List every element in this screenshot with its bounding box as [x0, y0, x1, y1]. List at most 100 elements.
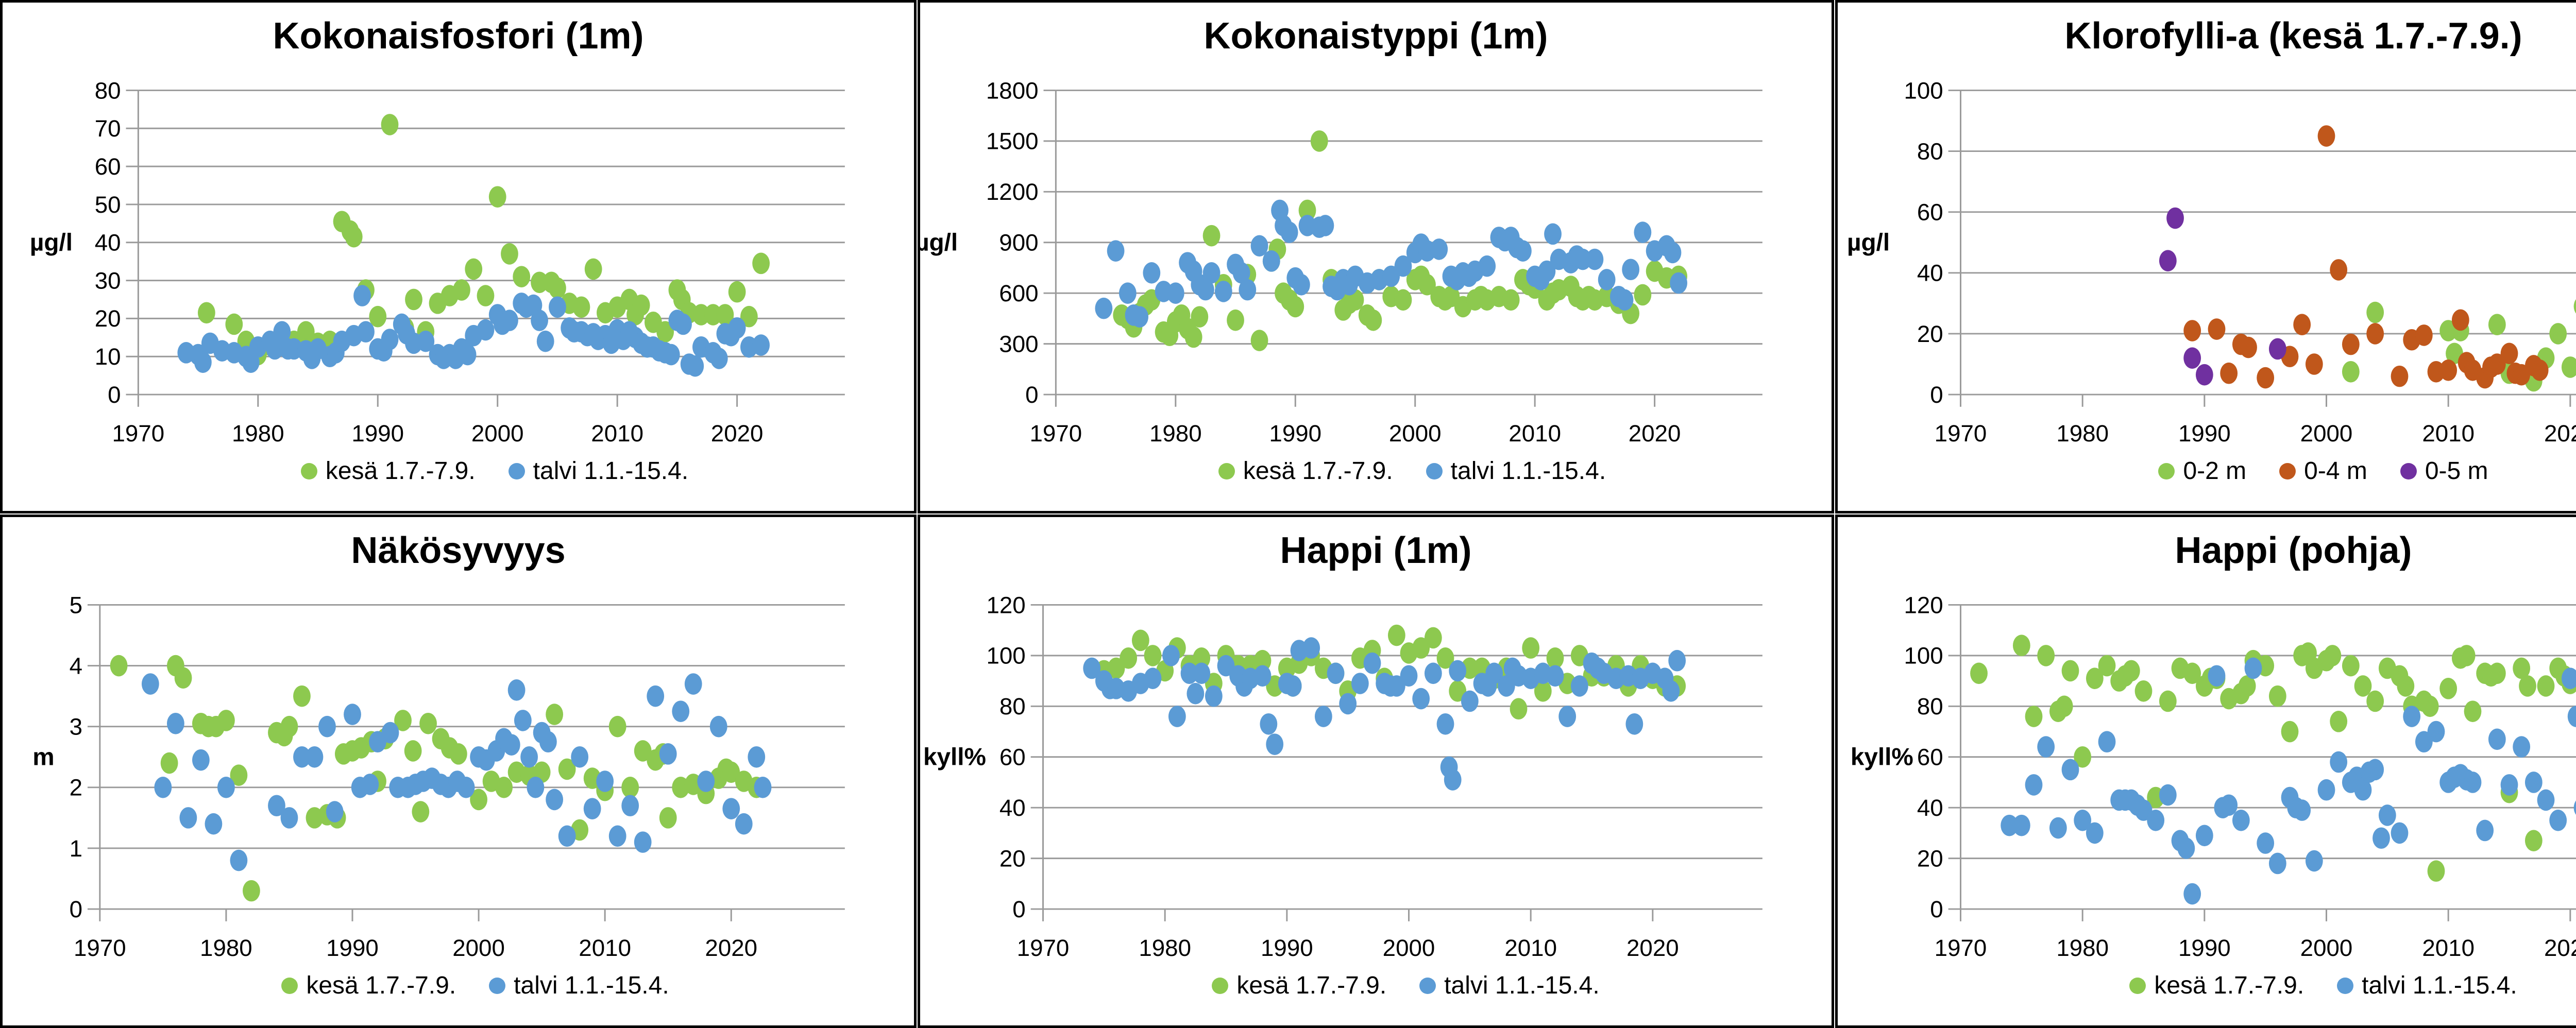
y-tick-label: 1800 — [986, 77, 1039, 104]
y-tick-label: 40 — [1917, 795, 1943, 821]
legend-label: talvi 1.1.-15.4. — [533, 457, 689, 485]
x-tick-label: 2020 — [1626, 935, 1679, 961]
data-point — [1546, 665, 1564, 687]
data-point — [2330, 259, 2348, 281]
legend-label: kesä 1.7.-7.9. — [1243, 457, 1393, 485]
y-tick-label: 60 — [999, 744, 1026, 770]
legend-marker-icon — [300, 462, 317, 479]
data-point — [1424, 662, 1442, 684]
data-point — [166, 712, 184, 734]
y-axis-unit-label: kyll% — [1851, 744, 1913, 771]
y-tick-label: 4 — [70, 653, 82, 679]
scatter-plot-happi-pohja: 0 20 40 60 80 100 120 1970 1980 1990 2000 2010 2020 k… — [1851, 592, 2576, 961]
y-tick-label: 70 — [95, 115, 121, 142]
data-point — [1412, 688, 1430, 710]
data-point — [2513, 736, 2531, 758]
data-point — [2195, 364, 2213, 386]
data-point — [1574, 248, 1592, 270]
data-point — [266, 338, 284, 360]
data-point — [1478, 255, 1496, 277]
data-point — [1214, 281, 1232, 302]
data-point — [110, 655, 128, 677]
y-axis-unit-label: µg/l — [1847, 229, 1890, 256]
data-point — [2317, 125, 2335, 147]
y-axis-unit-label: µg/l — [920, 229, 958, 256]
data-point — [2257, 367, 2275, 389]
data-point — [1497, 675, 1515, 697]
legend-item: 0-4 m — [2279, 457, 2367, 485]
x-tick-label: 1980 — [2056, 420, 2109, 447]
y-tick-label: 100 — [986, 643, 1025, 669]
data-point — [2220, 794, 2238, 816]
x-tick-label: 2020 — [2544, 935, 2576, 961]
data-point — [154, 777, 172, 798]
data-point — [2240, 336, 2257, 358]
y-tick-label: 80 — [999, 693, 1026, 719]
data-point — [1485, 662, 1503, 684]
data-point — [2159, 250, 2177, 272]
data-point — [381, 329, 399, 350]
y-tick-label: 40 — [1917, 260, 1943, 286]
x-tick-label: 1980 — [200, 935, 252, 961]
chart-legend: 0-2 m 0-4 m 0-5 m — [1961, 457, 2576, 485]
y-tick-label: 120 — [986, 592, 1025, 618]
data-point — [2342, 361, 2360, 383]
data-point — [1461, 690, 1479, 712]
data-point — [1266, 733, 1284, 755]
data-point — [571, 746, 589, 768]
data-point — [2098, 655, 2116, 677]
data-point — [1144, 667, 1162, 689]
legend-item: kesä 1.7.-7.9. — [281, 971, 456, 1000]
data-point — [344, 704, 361, 725]
data-point — [2232, 809, 2250, 831]
data-point — [1510, 698, 1528, 720]
data-point — [647, 685, 665, 707]
data-point — [2397, 675, 2415, 697]
data-point — [280, 715, 298, 738]
data-point — [2208, 318, 2226, 340]
data-point — [488, 186, 506, 208]
scatter-plot-kokonaisfosfori: 0 10 20 30 40 50 60 70 80 1970 1980 1990 2000 2010 202… — [30, 77, 845, 447]
data-point — [1625, 713, 1643, 735]
data-point — [160, 752, 178, 774]
data-point — [2372, 827, 2390, 849]
data-point — [2458, 645, 2476, 666]
data-point — [2268, 852, 2286, 875]
y-tick-label: 900 — [999, 230, 1038, 256]
data-point — [2488, 314, 2506, 336]
data-point — [1202, 225, 1221, 247]
data-point — [634, 740, 652, 762]
data-point — [1558, 706, 1577, 727]
data-point — [596, 770, 614, 792]
y-tick-label: 100 — [1904, 77, 1943, 104]
data-point — [449, 743, 467, 765]
chart-panel-klorofylli-a: Klorofylli-a (kesä 1.7.-7.9.) 0 20 40 60 80 1… — [1835, 0, 2576, 513]
x-tick-label: 2010 — [1509, 420, 1561, 447]
data-point — [1351, 673, 1369, 694]
data-point — [1662, 680, 1680, 702]
data-point — [1534, 680, 1552, 702]
y-tick-label: 0 — [1025, 382, 1038, 408]
x-tick-label: 2020 — [705, 935, 757, 961]
data-point — [1239, 279, 1257, 301]
y-tick-label: 1500 — [986, 128, 1039, 155]
data-point — [1449, 680, 1467, 702]
legend-marker-icon — [2400, 462, 2417, 479]
data-point — [230, 764, 248, 786]
data-point — [1664, 242, 1682, 264]
data-point — [1363, 652, 1381, 674]
legend-label: 0-5 m — [2425, 457, 2488, 485]
data-point — [1634, 221, 1652, 243]
data-point — [2439, 359, 2458, 381]
data-point — [1250, 330, 1268, 351]
legend-marker-icon — [508, 462, 525, 479]
data-point — [536, 330, 554, 352]
legend-item: kesä 1.7.-7.9. — [1218, 457, 1393, 485]
data-point — [1670, 272, 1688, 294]
data-point — [728, 317, 746, 339]
data-point — [1622, 259, 1640, 281]
data-point — [361, 774, 379, 795]
data-point — [293, 746, 311, 768]
data-point — [1502, 289, 1520, 311]
